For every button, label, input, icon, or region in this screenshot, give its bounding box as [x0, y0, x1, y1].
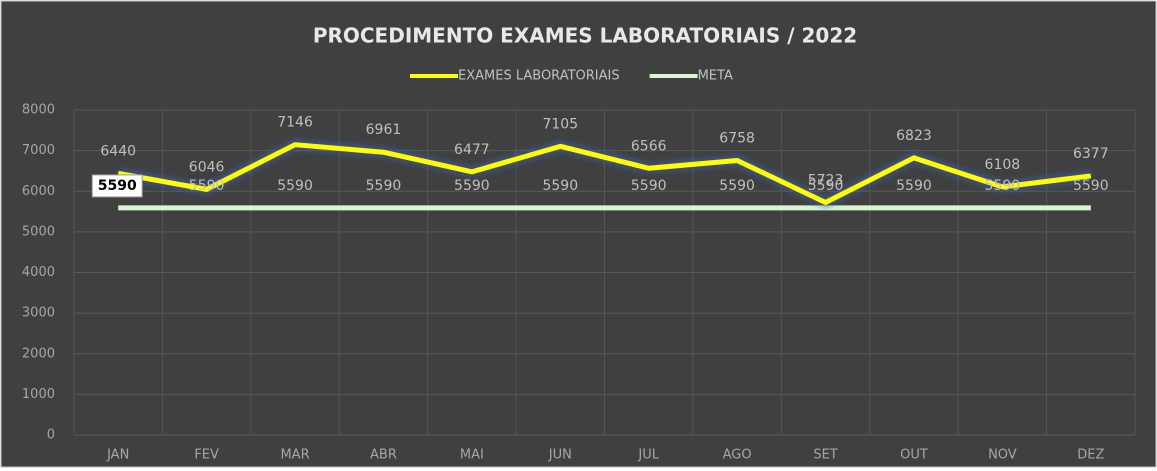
- data-label: 7105: [542, 116, 578, 132]
- data-label: 5590: [454, 178, 490, 194]
- data-label: 5590: [896, 178, 932, 194]
- x-tick-label: MAR: [280, 448, 309, 463]
- x-tick-label: JUN: [548, 448, 572, 463]
- data-label: 6823: [896, 128, 932, 144]
- data-label: 5590: [1073, 178, 1109, 194]
- chart-title: PROCEDIMENTO EXAMES LABORATORIAIS / 2022: [313, 24, 857, 48]
- data-label: 5590: [277, 178, 313, 194]
- x-tick-label: JUL: [637, 448, 659, 463]
- data-label: 6758: [719, 130, 755, 146]
- data-label: 5590: [98, 178, 137, 194]
- y-tick-label: 5000: [22, 224, 55, 239]
- data-label: 5590: [189, 178, 225, 194]
- data-label: 6046: [189, 159, 225, 175]
- data-label: 5590: [631, 178, 667, 194]
- data-label: 6566: [631, 138, 667, 154]
- data-label: 5590: [542, 178, 578, 194]
- data-label: 6440: [100, 143, 136, 159]
- y-tick-label: 3000: [22, 306, 55, 321]
- data-label: 5723: [808, 173, 844, 189]
- x-tick-label: MAI: [460, 448, 484, 463]
- x-tick-label: AGO: [723, 448, 752, 463]
- y-tick-label: 7000: [22, 143, 55, 158]
- y-tick-label: 2000: [22, 346, 55, 361]
- y-tick-label: 6000: [22, 184, 55, 199]
- legend-label: EXAMES LABORATORIAIS: [458, 69, 620, 84]
- y-tick-label: 1000: [22, 387, 55, 402]
- y-tick-label: 0: [47, 428, 55, 443]
- x-tick-label: JAN: [106, 448, 129, 463]
- data-label-box: [91, 174, 143, 198]
- data-label: 7146: [277, 115, 313, 131]
- x-tick-label: DEZ: [1077, 448, 1104, 463]
- series-line: [117, 142, 1092, 206]
- x-tick-label: OUT: [900, 448, 928, 463]
- data-label: 5590: [366, 178, 402, 194]
- data-label: 6477: [454, 142, 490, 158]
- data-label: 6961: [366, 122, 402, 138]
- x-tick-label: NOV: [988, 448, 1017, 463]
- data-label: 5590: [808, 178, 844, 194]
- x-tick-label: ABR: [370, 448, 397, 463]
- x-tick-label: SET: [813, 448, 837, 463]
- data-label: 6108: [985, 157, 1021, 173]
- y-tick-label: 8000: [22, 103, 55, 118]
- data-label: 6377: [1073, 146, 1109, 162]
- y-tick-label: 4000: [22, 265, 55, 280]
- x-tick-label: FEV: [194, 448, 219, 463]
- data-label: 5590: [719, 178, 755, 194]
- data-label: 5590: [985, 178, 1021, 194]
- legend-label: META: [698, 69, 733, 84]
